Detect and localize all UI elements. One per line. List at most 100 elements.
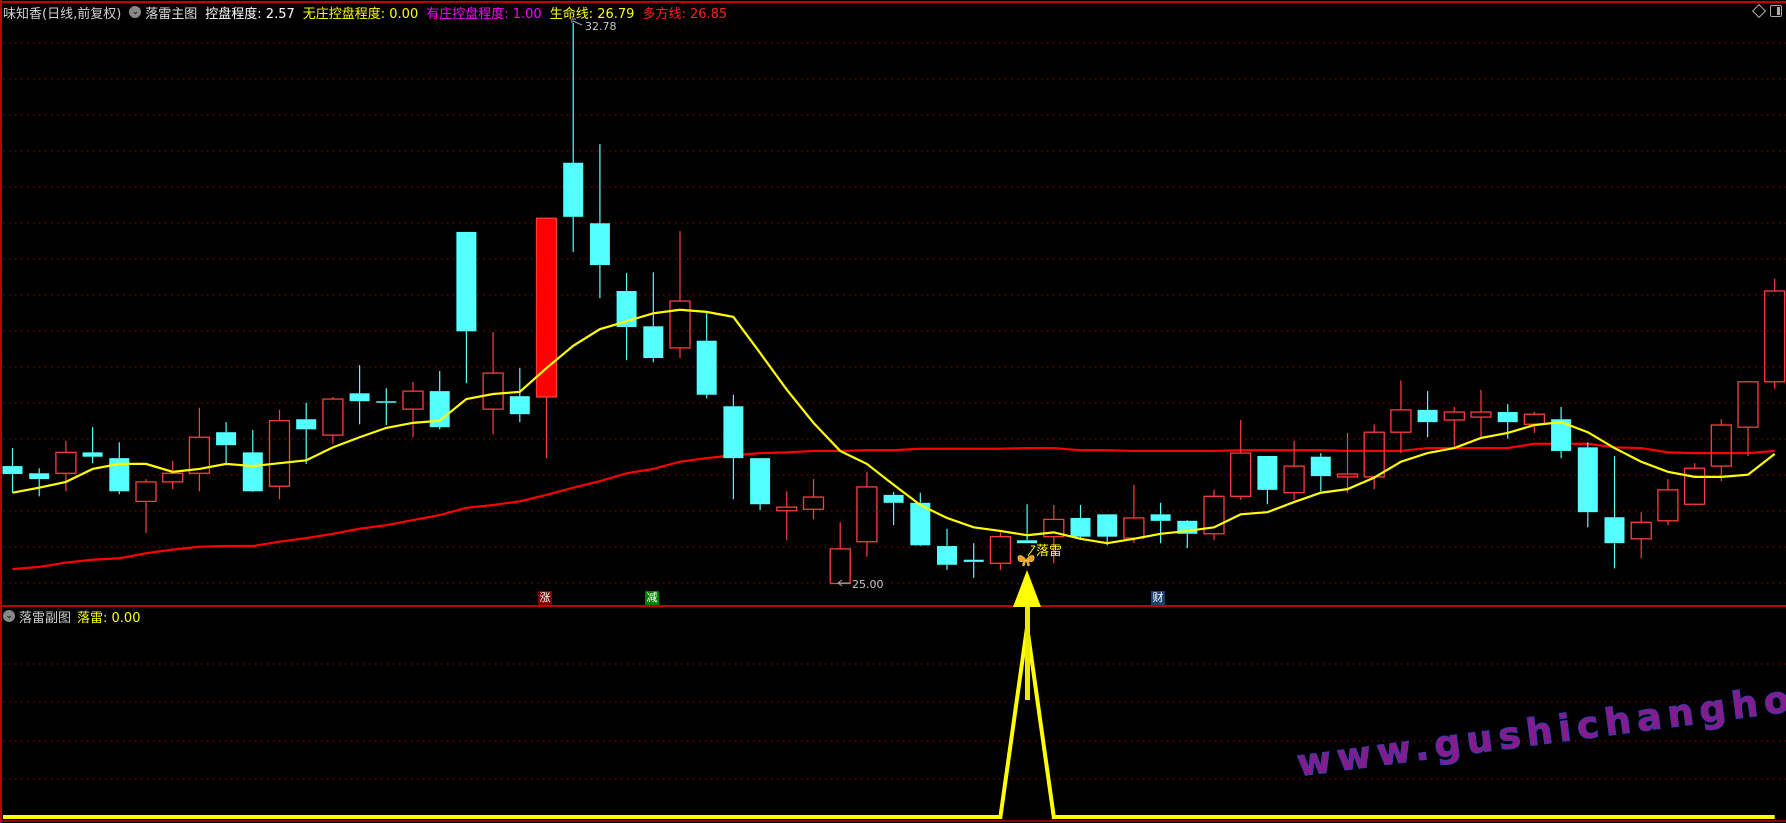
candle-down — [750, 458, 771, 511]
chevron-down-circle-icon[interactable]: ⌄ — [129, 6, 142, 18]
candle-body — [29, 473, 50, 480]
candle-body — [802, 496, 825, 510]
sub-header: ⌄ 落雷副图 落雷: 0.00 — [3, 606, 146, 626]
candle-down — [883, 492, 904, 526]
candle-body — [188, 436, 211, 474]
candle-body — [349, 393, 370, 402]
candle-body — [589, 223, 610, 266]
candle-body — [776, 506, 798, 512]
candle-body — [1283, 465, 1305, 494]
candle-body — [829, 548, 851, 585]
candle-down — [1497, 404, 1518, 439]
candle-body — [2, 466, 23, 474]
signal-pointer-icon — [1027, 545, 1036, 557]
candle-body — [296, 419, 317, 430]
candle-up — [776, 491, 798, 541]
candle-up — [135, 479, 157, 534]
bull-line-series — [12, 442, 1775, 571]
price-markers: 32.78 25.00 — [571, 18, 884, 591]
candle-body — [1017, 540, 1038, 544]
indicator-name[interactable]: 落雷主图 — [145, 6, 198, 22]
candle-up — [322, 396, 344, 444]
candle-body — [135, 481, 157, 503]
candle-body — [1363, 431, 1385, 478]
candle-body — [723, 406, 744, 459]
candle-up — [1390, 380, 1412, 454]
luolei-signal-label: 落雷 — [1036, 544, 1062, 559]
candle-down — [1070, 504, 1091, 539]
candle-body — [937, 546, 957, 565]
candle-body — [1150, 514, 1171, 521]
candle-down — [1150, 502, 1171, 544]
candle-up — [1523, 412, 1546, 433]
butterfly-icon — [1017, 555, 1035, 567]
candle-up — [1336, 432, 1359, 493]
candle-down — [643, 272, 664, 363]
candle-up — [1203, 489, 1225, 541]
high-marker-label: 32.78 — [585, 20, 617, 33]
candle-body — [989, 536, 1012, 564]
candle-up — [1230, 419, 1252, 500]
candle-down — [937, 528, 957, 570]
candle-down — [296, 402, 317, 464]
candle-up — [1283, 440, 1305, 500]
candle-up — [1737, 381, 1759, 456]
candle-body — [696, 340, 717, 395]
candle-up — [1123, 484, 1145, 544]
life-line-value: 生命线: 26.79 — [549, 6, 635, 22]
panel-toggle-icon[interactable] — [1770, 5, 1782, 17]
candle-down — [1551, 406, 1572, 459]
candle-up — [1470, 389, 1492, 439]
high-marker-arrow-icon — [571, 18, 583, 26]
top-right-controls — [1751, 3, 1782, 19]
candle-body — [1417, 409, 1438, 423]
candle-down — [456, 231, 477, 384]
candle-body — [322, 398, 344, 436]
candle-up — [1630, 512, 1652, 559]
candle-up — [1043, 504, 1065, 564]
candle-up — [268, 409, 291, 500]
candle-body — [1737, 381, 1759, 428]
candle-body — [1257, 455, 1278, 490]
life-line-series — [12, 308, 1776, 545]
candle-body — [376, 401, 397, 403]
candle-body — [1390, 409, 1412, 433]
candle-body — [1497, 412, 1518, 423]
candle-body — [1657, 489, 1679, 522]
signal-tag-rise: 涨 — [538, 591, 552, 605]
stock-title: 味知香(日线,前复权) — [3, 6, 122, 22]
arrow-up-icon — [1013, 570, 1041, 700]
candle-body — [616, 291, 637, 328]
signal-tag-reduce: 减 — [645, 591, 659, 605]
candle-body — [268, 420, 291, 487]
candle-body — [1097, 514, 1118, 537]
luolei-sub-series — [3, 626, 1775, 819]
candle-down — [1097, 514, 1118, 546]
candle-down — [2, 448, 23, 493]
main-header: 味知香(日线,前复权) ⌄ 落雷主图 控盘程度: 2.57 无庄控盘程度: 0.… — [3, 2, 735, 22]
low-marker-label: 25.00 — [852, 578, 884, 591]
candle-up — [829, 522, 851, 585]
candle-body — [1310, 456, 1331, 477]
sub-indicator-value: 落雷: 0.00 — [77, 610, 141, 626]
candle-down — [696, 311, 717, 399]
sub-indicator-name[interactable]: 落雷副图 — [19, 610, 72, 626]
candle-down — [242, 430, 263, 493]
candle-body — [1070, 517, 1091, 537]
candle-body — [1203, 495, 1225, 535]
candle-up — [402, 381, 424, 438]
candle-body — [509, 396, 530, 415]
candle-down — [910, 492, 931, 547]
series-line — [12, 442, 1775, 571]
candle-body — [910, 502, 931, 546]
candle-down — [376, 388, 397, 426]
candle-body — [242, 452, 263, 492]
diamond-icon[interactable] — [1751, 3, 1767, 19]
candle-up — [535, 217, 558, 459]
chevron-down-circle-icon[interactable]: ⌄ — [3, 610, 15, 622]
candle-body — [1230, 452, 1252, 497]
candle-down — [82, 427, 103, 464]
candles — [2, 23, 1786, 585]
candle-body — [750, 458, 771, 505]
